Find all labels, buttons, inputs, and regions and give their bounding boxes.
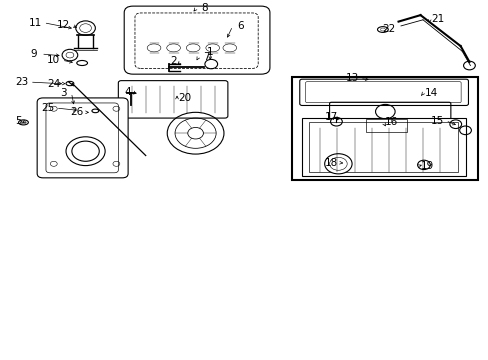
Ellipse shape xyxy=(77,60,87,66)
Text: 13: 13 xyxy=(345,73,358,84)
Bar xyxy=(308,122,457,172)
Text: 8: 8 xyxy=(201,3,207,13)
FancyBboxPatch shape xyxy=(299,79,468,105)
Text: 25: 25 xyxy=(41,103,55,113)
Text: 24: 24 xyxy=(47,78,61,89)
Text: 14: 14 xyxy=(424,88,437,98)
Bar xyxy=(291,77,477,180)
Circle shape xyxy=(76,21,95,35)
Text: 18: 18 xyxy=(324,158,338,168)
FancyBboxPatch shape xyxy=(37,98,128,178)
Text: 3: 3 xyxy=(60,87,67,98)
Circle shape xyxy=(324,154,351,174)
Text: 9: 9 xyxy=(30,49,37,59)
Bar xyxy=(365,119,407,132)
Text: 2: 2 xyxy=(170,56,177,66)
Text: 11: 11 xyxy=(29,18,42,28)
Text: 1: 1 xyxy=(206,47,213,57)
Text: 23: 23 xyxy=(15,77,29,87)
Circle shape xyxy=(62,49,78,61)
Ellipse shape xyxy=(377,27,387,32)
FancyBboxPatch shape xyxy=(118,81,227,118)
Text: 21: 21 xyxy=(430,14,444,24)
Text: 16: 16 xyxy=(384,117,397,127)
Bar xyxy=(302,118,465,176)
Text: 4: 4 xyxy=(124,87,131,97)
Text: 5: 5 xyxy=(15,116,22,126)
Text: 15: 15 xyxy=(430,116,444,126)
Ellipse shape xyxy=(19,120,28,125)
Text: 19: 19 xyxy=(420,161,434,171)
Text: 22: 22 xyxy=(381,24,395,34)
Text: 6: 6 xyxy=(237,21,244,31)
Text: 10: 10 xyxy=(47,55,60,65)
Text: 7: 7 xyxy=(203,52,209,62)
Text: 17: 17 xyxy=(324,112,338,122)
Text: 26: 26 xyxy=(70,107,83,117)
Text: 12: 12 xyxy=(57,20,70,30)
Text: 20: 20 xyxy=(178,93,191,103)
FancyBboxPatch shape xyxy=(124,6,269,74)
